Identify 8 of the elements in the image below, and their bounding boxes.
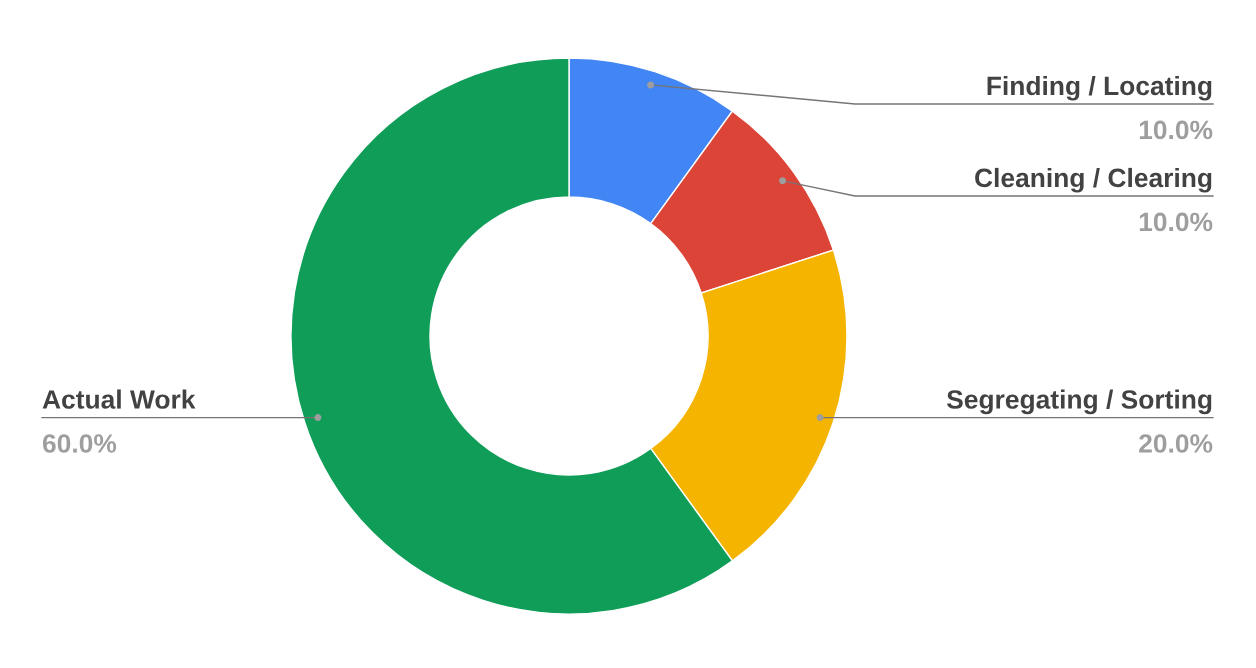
slice-label: Finding / Locating	[987, 75, 1212, 101]
slice-label: Segregating / Sorting	[946, 389, 1212, 415]
slice-label: Actual Work	[42, 389, 196, 409]
data-label: 20.0%	[1139, 434, 1213, 453]
data-label: 60.0%	[42, 434, 117, 453]
data-label: 10.0%	[1139, 120, 1213, 140]
slice-label: Cleaning / Clearing	[975, 167, 1212, 193]
data-label: 10.0%	[1139, 212, 1213, 232]
